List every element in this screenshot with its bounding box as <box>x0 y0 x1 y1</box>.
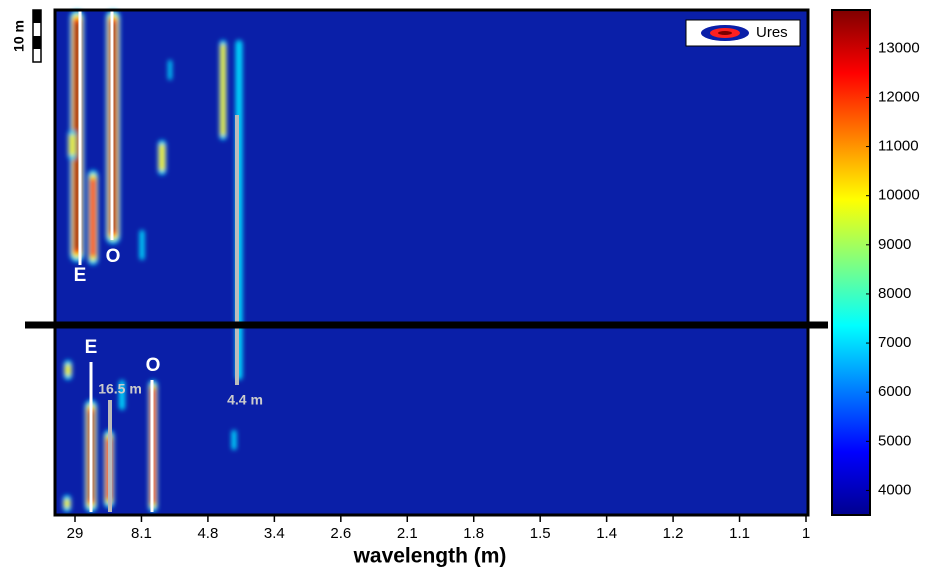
x-tick-label: 1.8 <box>463 525 484 542</box>
heat-feature <box>63 499 71 508</box>
heat-feature <box>158 144 166 171</box>
annotation: O <box>106 246 121 267</box>
heat-feature <box>220 44 226 136</box>
heat-feature <box>231 430 237 450</box>
heat-feature <box>90 178 96 257</box>
x-tick-label: 8.1 <box>131 525 152 542</box>
heat-feature <box>64 364 72 376</box>
colorbar-tick-label: 4000 <box>878 481 911 498</box>
x-tick-label: 29 <box>67 525 84 542</box>
colorbar-tick-label: 6000 <box>878 383 911 400</box>
colorbar-tick-label: 8000 <box>878 285 911 302</box>
annotation: 4.4 m <box>227 392 263 408</box>
annotation: E <box>74 265 87 286</box>
heatmap-background <box>55 10 808 515</box>
x-tick-label: 1.5 <box>530 525 551 542</box>
colorbar-tick-label: 11000 <box>878 138 919 155</box>
annotation: 16.5 m <box>98 381 142 397</box>
x-axis-label: wavelength (m) <box>353 545 507 568</box>
heat-feature <box>74 22 80 250</box>
colorbar-tick-label: 9000 <box>878 236 911 253</box>
annotation-lines <box>78 10 239 512</box>
x-tick-label: 2.1 <box>397 525 418 542</box>
x-tick-label: 1.2 <box>663 525 684 542</box>
colorbar-tick-label: 12000 <box>878 88 920 105</box>
heat-feature <box>68 134 76 156</box>
colorbar-tick-label: 10000 <box>878 187 920 204</box>
colorbar <box>831 9 871 516</box>
x-tick-label: 4.8 <box>197 525 218 542</box>
annotation: E <box>85 337 98 358</box>
scale-bar: 10 m <box>11 9 42 63</box>
x-tick-label: 2.6 <box>330 525 351 542</box>
heat-feature <box>119 380 125 410</box>
heat-feature <box>139 230 145 260</box>
legend-label: Ures <box>756 24 788 41</box>
colorbar-tick-label: 7000 <box>878 334 911 351</box>
plot-frame <box>53 8 810 517</box>
heat-feature <box>168 60 172 80</box>
x-tick-label: 1.4 <box>596 525 617 542</box>
colorbar-tick-label: 5000 <box>878 432 911 449</box>
x-tick-label: 3.4 <box>264 525 285 542</box>
annotation: O <box>146 355 161 376</box>
x-tick-label: 1.1 <box>729 525 750 542</box>
legend: Ures <box>685 19 801 47</box>
colorbar-tick-label: 13000 <box>878 39 920 56</box>
scale-label: 10 m <box>11 20 27 52</box>
x-tick-label: 1 <box>802 525 810 542</box>
